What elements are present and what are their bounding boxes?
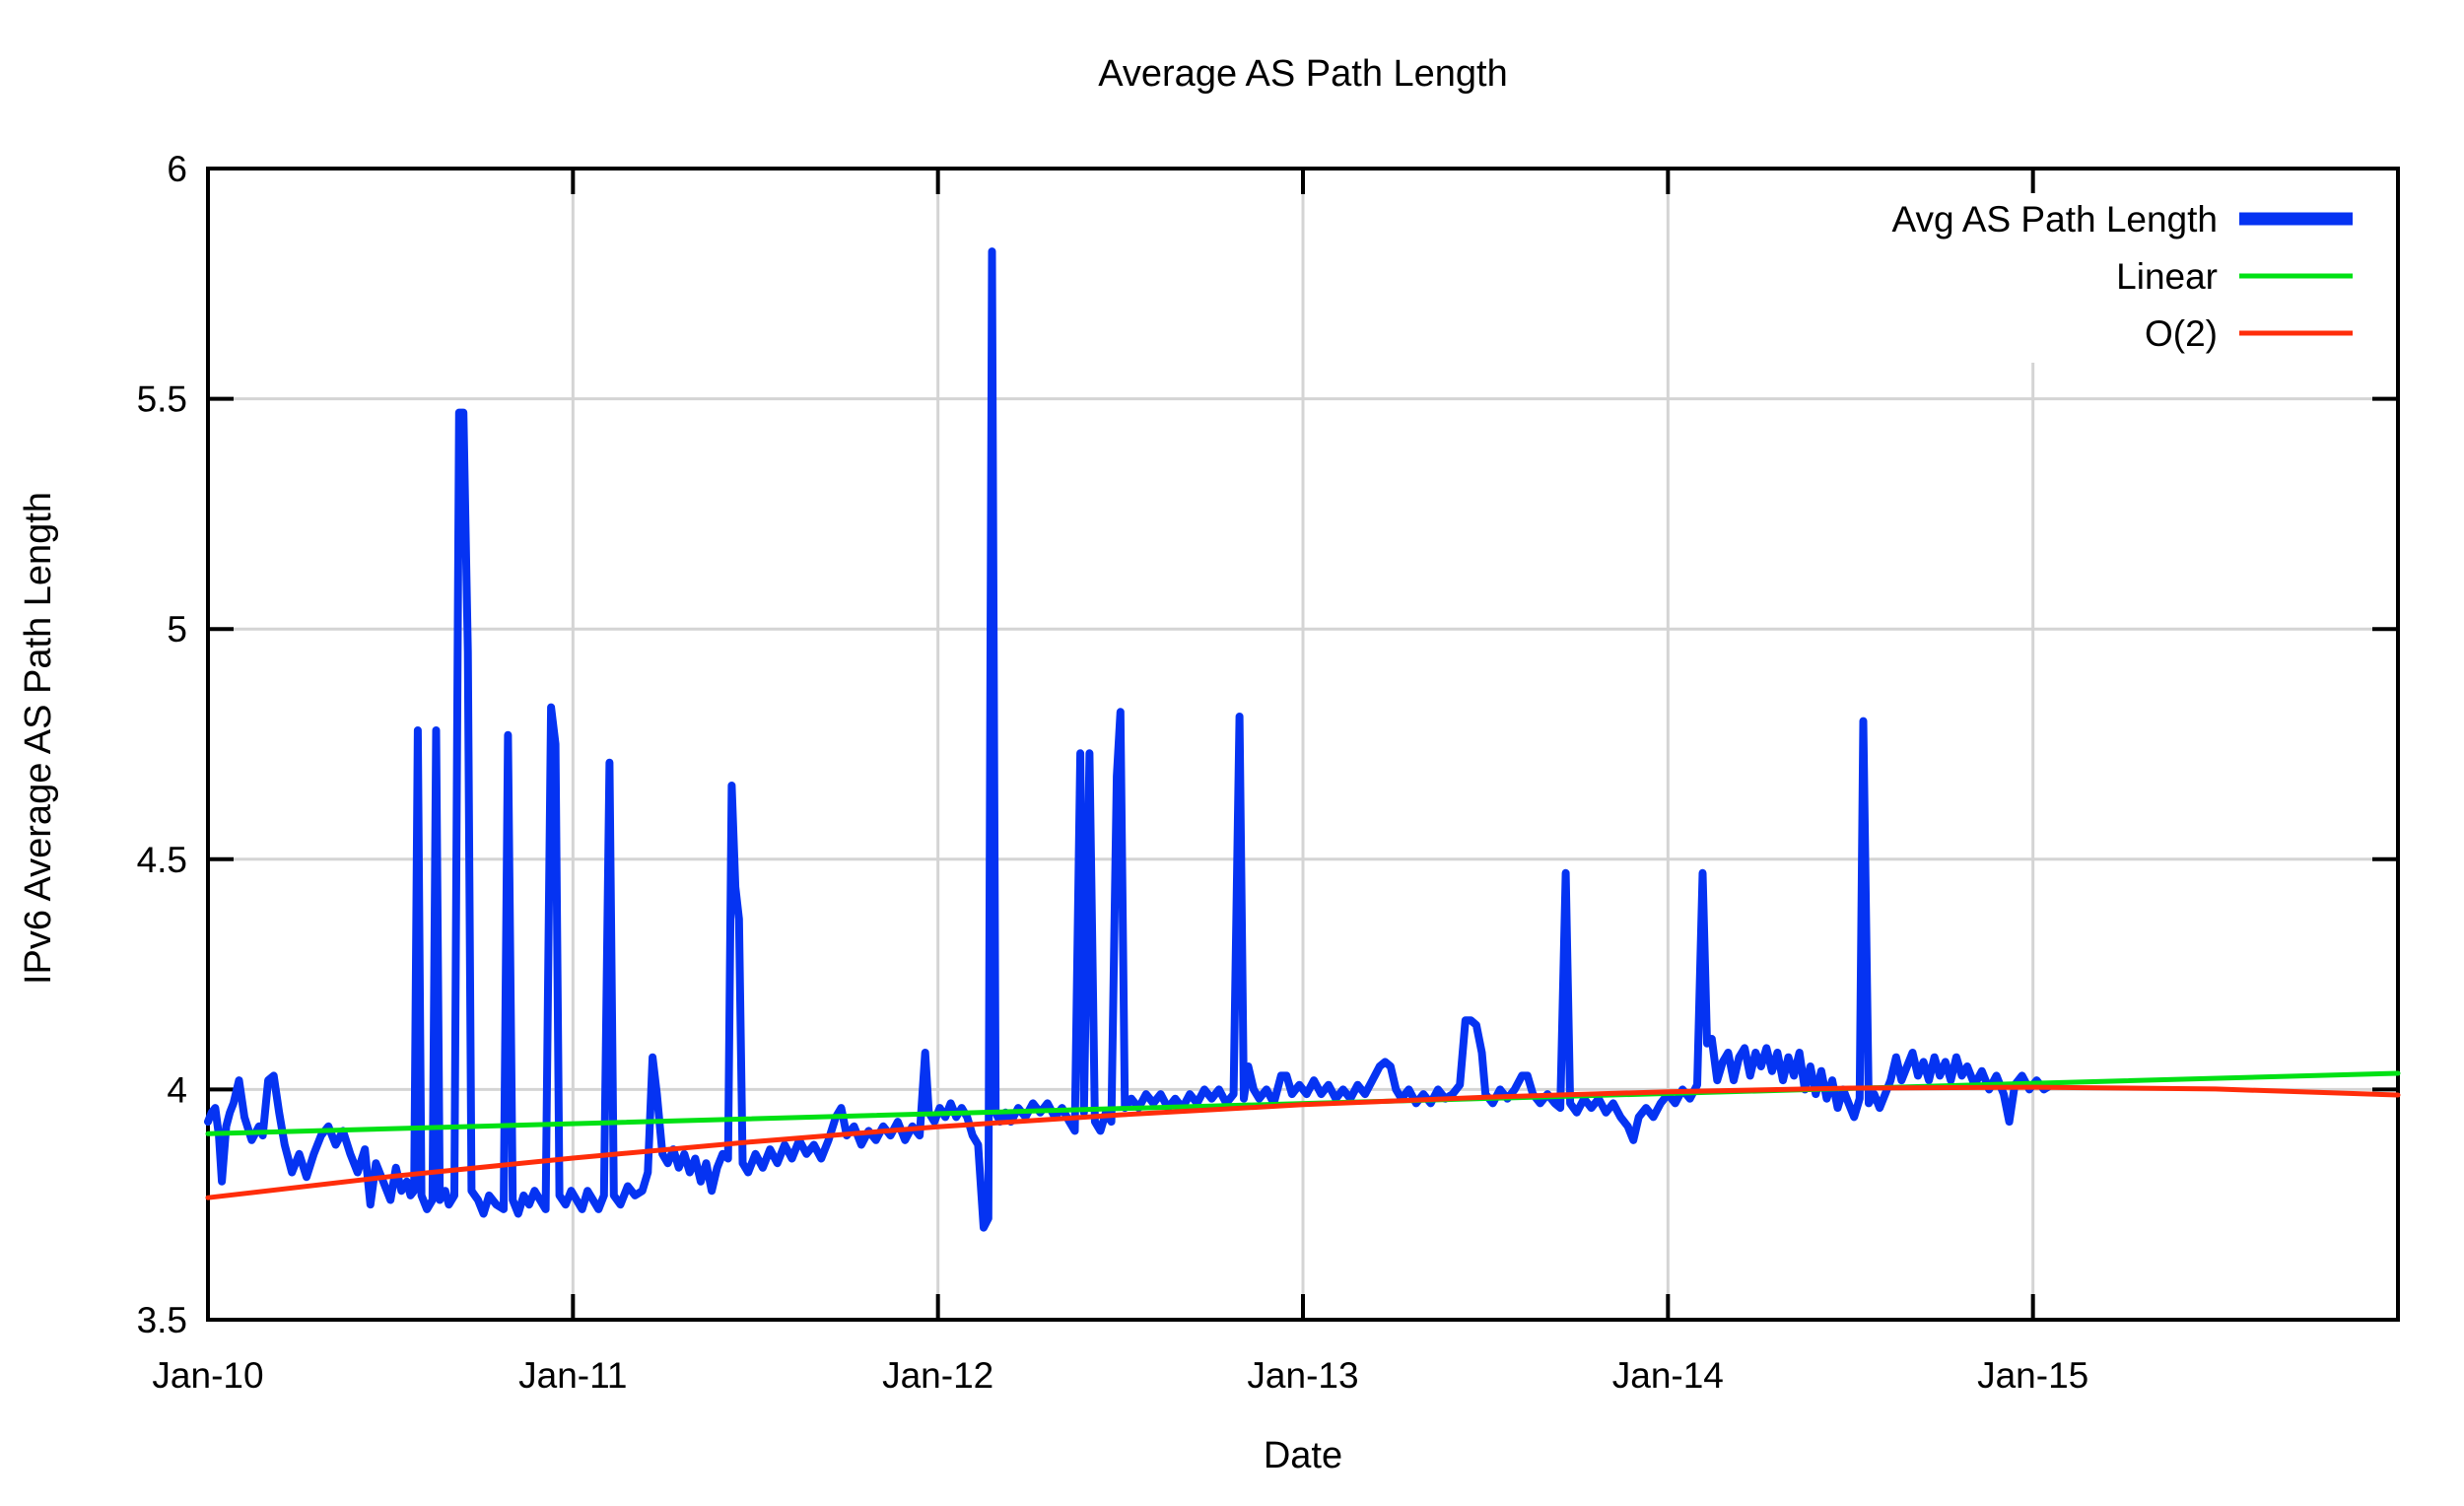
x-tick-label: Jan-12	[882, 1355, 993, 1396]
y-tick-label: 3.5	[137, 1300, 187, 1340]
x-tick-label: Jan-15	[1977, 1355, 2088, 1396]
chart-title: Average AS Path Length	[1098, 53, 1508, 95]
x-tick-label: Jan-13	[1247, 1355, 1358, 1396]
x-tick-label: Jan-14	[1612, 1355, 1724, 1396]
x-axis-title: Date	[1263, 1435, 1343, 1476]
legend-label-o-2: O(2)	[2145, 313, 2218, 354]
y-tick-label: 5	[167, 609, 187, 650]
x-tick-label: Jan-10	[152, 1355, 263, 1396]
x-tick-label: Jan-11	[518, 1355, 627, 1396]
y-tick-label: 6	[167, 149, 187, 189]
legend-label-avg-as-path-length: Avg AS Path Length	[1891, 199, 2218, 240]
legend-label-linear: Linear	[2116, 256, 2218, 297]
series-o-2	[205, 1084, 2401, 1200]
y-tick-label: 4.5	[137, 840, 187, 880]
series-avg-as-path-length	[204, 247, 2056, 1232]
y-tick-label: 5.5	[137, 379, 187, 420]
y-tick-label: 4	[167, 1069, 187, 1110]
